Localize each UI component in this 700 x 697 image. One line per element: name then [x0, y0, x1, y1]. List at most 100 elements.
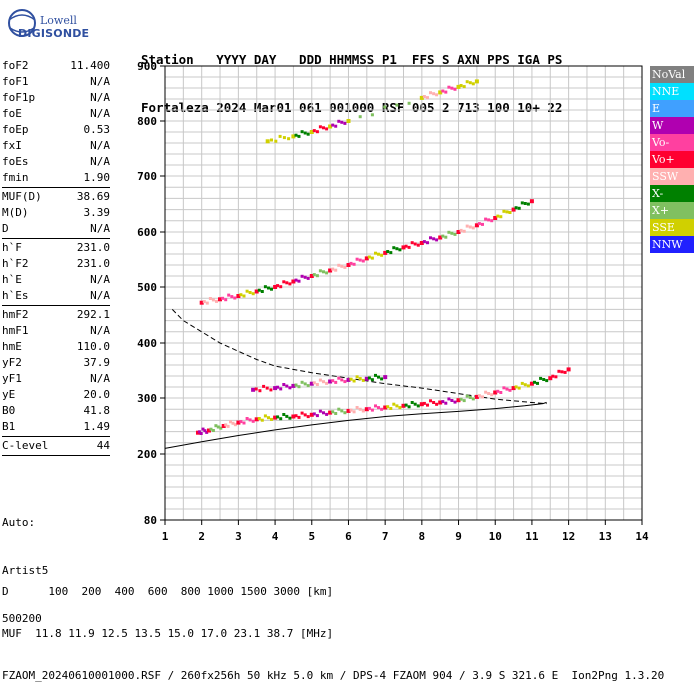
y-tick-label: 200: [137, 448, 157, 461]
legend-entry: NoVal: [650, 66, 694, 83]
parameter-panel: foF2 11.400 foF1 N/A foF1p N/A foE N/A foEp 0.53 f…: [2, 58, 110, 457]
echo-point: [334, 268, 338, 272]
legend-entry: SSW: [650, 168, 694, 185]
echo-point: [303, 131, 307, 135]
echo-point: [318, 269, 322, 273]
echo-point: [328, 379, 333, 384]
echo-point: [517, 206, 521, 210]
echo-point: [282, 280, 286, 284]
echo-point: [267, 286, 270, 290]
echo-point: [419, 241, 424, 245]
echo-point: [471, 397, 475, 401]
echo-point: [325, 412, 329, 416]
echo-point: [294, 414, 298, 418]
echo-point: [221, 296, 225, 300]
echo-point: [294, 383, 298, 387]
param-row: MUF(D) 38.69: [2, 189, 110, 205]
echo-point: [263, 285, 267, 289]
echo-point: [334, 124, 338, 128]
echo-point: [526, 384, 530, 388]
echo-point: [410, 241, 414, 245]
echo-point: [352, 410, 356, 414]
echo-point: [554, 375, 558, 379]
legend-entry: NNE: [650, 83, 694, 100]
param-row: yF2 37.9: [2, 355, 110, 371]
param-name: B0: [2, 404, 16, 417]
echo-point: [343, 380, 347, 384]
echo-point: [361, 259, 365, 263]
echo-point: [355, 257, 359, 261]
echo-point: [481, 222, 484, 226]
echo-point: [364, 376, 369, 381]
param-name: foF1p: [2, 91, 36, 104]
echo-point: [282, 136, 286, 140]
echo-point: [511, 207, 516, 212]
param-value: 11.400: [70, 59, 110, 72]
echo-point: [265, 139, 270, 144]
echo-point: [456, 230, 461, 234]
param-row: M(D) 3.39: [2, 205, 110, 221]
echo-point: [462, 399, 466, 403]
echo-point: [502, 386, 506, 390]
echo-point: [386, 405, 390, 409]
divider: [2, 455, 110, 456]
y-tick-label: 300: [137, 392, 157, 405]
echo-point: [536, 381, 539, 385]
echo-point: [349, 377, 353, 381]
echo-point: [205, 430, 209, 434]
echo-point: [297, 415, 301, 419]
echo-point: [265, 386, 269, 390]
echo-point: [404, 403, 408, 407]
echo-point: [438, 235, 443, 240]
echo-point: [490, 393, 494, 397]
param-name: fmin: [2, 171, 29, 184]
logo-line2: DIGISONDE: [18, 27, 90, 40]
echo-point: [282, 383, 286, 386]
param-row: h`F2 231.0: [2, 256, 110, 272]
echo-point: [438, 400, 443, 405]
echo-point: [227, 293, 231, 297]
echo-point: [487, 218, 491, 222]
echo-point: [260, 418, 264, 422]
echo-point: [315, 383, 319, 386]
echo-point: [267, 416, 270, 420]
y-tick-label: 400: [137, 337, 157, 350]
echo-point: [529, 199, 534, 204]
echo-point: [557, 369, 561, 373]
param-row: foF1p N/A: [2, 90, 110, 106]
echo-point: [346, 408, 351, 413]
echo-point: [300, 274, 304, 278]
param-value: 292.1: [76, 308, 110, 321]
echo-point: [306, 415, 310, 419]
echo-point: [337, 119, 341, 123]
echo-point: [325, 381, 329, 385]
param-value: 231.0: [76, 241, 110, 254]
echo-point: [529, 381, 534, 386]
echo-point: [367, 376, 371, 380]
echo-point: [383, 405, 388, 410]
echo-point: [361, 409, 365, 413]
echo-point: [322, 411, 325, 415]
param-name: h`E: [2, 273, 22, 286]
echo-point: [294, 133, 298, 137]
echo-point: [456, 398, 461, 403]
echo-point: [477, 222, 481, 226]
chart-axes: 1 2 3 4 5 6 7 8 9 10 11 12 13 14802003004005006007008…: [137, 60, 649, 543]
echo-point: [548, 376, 553, 381]
param-value: 37.9: [83, 356, 111, 369]
echo-point: [392, 402, 396, 406]
chart-grid: [164, 65, 643, 520]
echo-point: [383, 105, 387, 109]
echo-point: [352, 262, 356, 266]
param-row: C-level 44: [2, 438, 110, 454]
echo-point: [260, 290, 264, 293]
echo-point: [224, 423, 228, 427]
y-tick-label: 600: [137, 226, 157, 239]
legend-entry: Vo+: [650, 151, 694, 168]
echo-point: [325, 271, 329, 275]
echo-point: [309, 274, 314, 278]
echo-point: [288, 386, 292, 390]
echo-point: [224, 298, 228, 302]
echo-point: [471, 82, 475, 86]
param-name: foE: [2, 107, 22, 120]
